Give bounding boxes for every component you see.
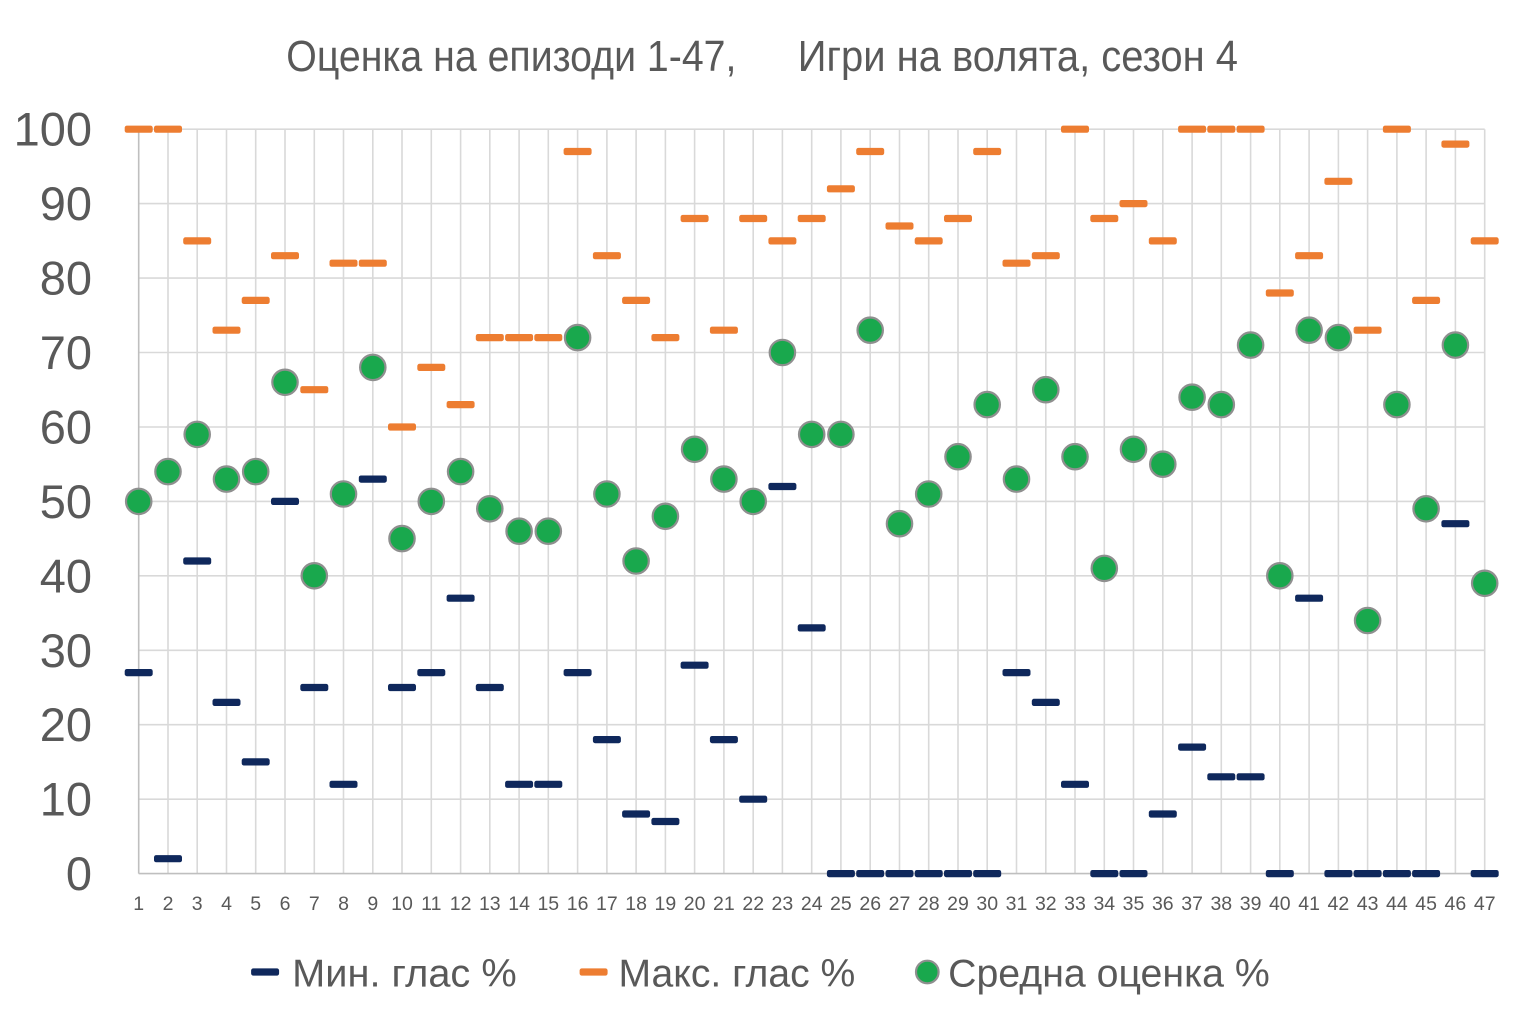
svg-text:20: 20 [40,698,92,751]
svg-text:Оценка на епизоди 1-47,: Оценка на епизоди 1-47, [286,32,736,81]
svg-text:38: 38 [1210,893,1232,915]
svg-text:18: 18 [625,893,647,915]
svg-text:Средна оценка %: Средна оценка % [948,952,1270,995]
svg-text:41: 41 [1298,893,1320,915]
svg-text:90: 90 [40,177,92,230]
svg-text:Макс. глас %: Макс. глас % [619,952,856,995]
svg-text:30: 30 [40,624,92,677]
svg-text:5: 5 [250,893,261,915]
svg-text:21: 21 [713,893,735,915]
svg-text:42: 42 [1328,893,1350,915]
svg-text:70: 70 [40,326,92,379]
svg-text:8: 8 [338,893,349,915]
svg-text:9: 9 [367,893,378,915]
svg-text:11: 11 [421,893,441,915]
svg-text:6: 6 [280,893,291,915]
svg-text:22: 22 [742,893,764,915]
svg-text:20: 20 [684,893,706,915]
svg-text:35: 35 [1123,893,1145,915]
svg-text:7: 7 [309,893,320,915]
svg-text:10: 10 [40,773,92,826]
svg-text:60: 60 [40,401,92,454]
svg-text:31: 31 [1006,893,1028,915]
svg-text:14: 14 [508,893,530,915]
svg-text:12: 12 [450,893,472,915]
svg-text:3: 3 [192,893,203,915]
svg-text:25: 25 [830,893,852,915]
svg-text:0: 0 [66,847,92,900]
svg-text:29: 29 [947,893,969,915]
svg-text:27: 27 [889,893,911,915]
svg-text:43: 43 [1357,893,1379,915]
svg-text:34: 34 [1093,893,1115,915]
svg-text:26: 26 [859,893,881,915]
svg-text:4: 4 [221,893,232,915]
svg-text:Игри на волята, сезон 4: Игри на волята, сезон 4 [798,32,1238,81]
svg-text:80: 80 [40,252,92,305]
svg-text:50: 50 [40,475,92,528]
svg-text:39: 39 [1240,893,1262,915]
svg-text:45: 45 [1415,893,1437,915]
svg-text:40: 40 [1269,893,1291,915]
svg-text:100: 100 [14,103,92,156]
svg-text:37: 37 [1181,893,1203,915]
svg-text:46: 46 [1445,893,1467,915]
svg-text:33: 33 [1064,893,1086,915]
svg-text:17: 17 [596,893,618,915]
svg-text:28: 28 [918,893,940,915]
svg-text:32: 32 [1035,893,1057,915]
svg-text:15: 15 [537,893,559,915]
svg-text:10: 10 [391,893,413,915]
svg-text:24: 24 [801,893,823,915]
svg-text:30: 30 [976,893,998,915]
svg-text:36: 36 [1152,893,1174,915]
svg-text:40: 40 [40,549,92,602]
svg-text:16: 16 [567,893,589,915]
svg-text:47: 47 [1474,893,1496,915]
svg-text:Мин. глас %: Мин. глас % [292,952,517,995]
svg-text:44: 44 [1386,893,1408,915]
svg-text:19: 19 [655,893,677,915]
svg-text:1: 1 [133,893,144,915]
svg-text:2: 2 [163,893,174,915]
svg-text:13: 13 [479,893,501,915]
svg-text:23: 23 [772,893,794,915]
